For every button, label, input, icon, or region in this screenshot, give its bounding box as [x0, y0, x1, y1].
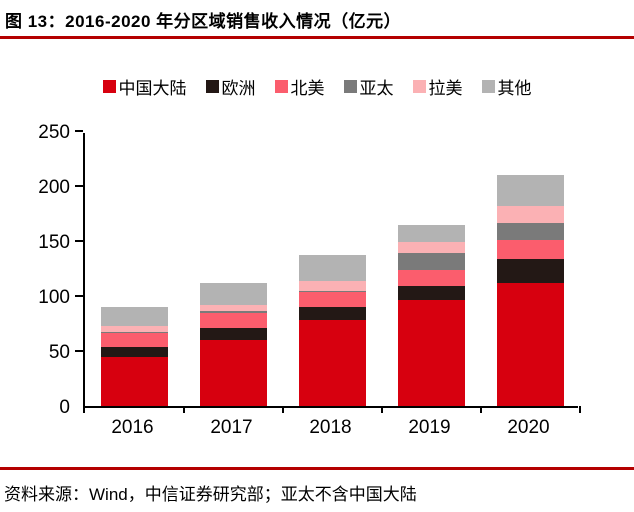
bar-segment-北美 [299, 291, 366, 308]
bar-segment-北美 [101, 333, 168, 347]
bar-segment-亚太 [497, 223, 564, 240]
chart-legend: 中国大陆 欧洲 北美 亚太 拉美 其他 [0, 74, 634, 99]
bar-2017 [200, 282, 267, 406]
x-axis-tick [282, 406, 284, 413]
bar-segment-其他 [398, 224, 465, 243]
source-note: 资料来源：Wind，中信证券研究部；亚太不含中国大陆 [4, 485, 417, 504]
bar-segment-北美 [497, 239, 564, 259]
legend-item-1: 欧洲 [205, 74, 256, 99]
bar-segment-拉美 [200, 304, 267, 312]
bar-segment-北美 [398, 269, 465, 287]
bar-segment-其他 [101, 307, 168, 326]
x-axis-tick [83, 406, 85, 413]
y-axis-tick-label: 250 [38, 122, 70, 143]
bar-segment-其他 [497, 175, 564, 206]
bar-segment-拉美 [398, 242, 465, 254]
legend-label: 其他 [497, 79, 532, 98]
y-axis-tick-label: 50 [48, 342, 70, 363]
bar-2016 [101, 307, 168, 406]
x-axis-tick [381, 406, 383, 413]
bar-segment-亚太 [101, 332, 168, 334]
footer-rule [0, 467, 634, 470]
bar-segment-欧洲 [497, 258, 564, 283]
y-axis-tick-label: 200 [38, 177, 70, 198]
y-axis-tick [75, 240, 83, 242]
x-axis-category-label: 2016 [111, 417, 154, 438]
legend-item-3: 亚太 [343, 74, 394, 99]
bar-segment-中国大陆 [101, 356, 168, 406]
y-axis-tick-label: 0 [59, 397, 70, 418]
legend-item-5: 其他 [481, 74, 532, 99]
bar-segment-亚太 [398, 253, 465, 270]
bar-segment-其他 [299, 255, 366, 281]
x-axis-category-label: 2017 [210, 417, 253, 438]
bar-segment-拉美 [299, 280, 366, 291]
x-axis-category-label: 2020 [507, 417, 550, 438]
bar-2019 [398, 224, 465, 406]
bar-segment-拉美 [101, 325, 168, 333]
bar-segment-中国大陆 [497, 282, 564, 406]
bar-segment-欧洲 [299, 307, 366, 321]
y-axis-tick [75, 295, 83, 297]
y-axis-tick-label: 100 [38, 287, 70, 308]
bar-segment-欧洲 [101, 346, 168, 357]
bar-segment-北美 [200, 312, 267, 328]
y-axis-tick [75, 350, 83, 352]
bar-segment-中国大陆 [299, 320, 366, 406]
y-axis-tick [75, 185, 83, 187]
title-rule [0, 36, 634, 39]
bar-2020 [497, 175, 564, 406]
bar-segment-欧洲 [398, 286, 465, 301]
y-axis-tick-label: 150 [38, 232, 70, 253]
legend-swatch-icon [102, 80, 116, 93]
legend-item-2: 北美 [274, 74, 325, 99]
bar-segment-其他 [200, 282, 267, 305]
legend-label: 欧洲 [221, 79, 256, 98]
legend-label: 拉美 [428, 79, 463, 98]
bar-segment-欧洲 [200, 327, 267, 340]
bar-segment-亚太 [299, 290, 366, 292]
legend-item-4: 拉美 [412, 74, 463, 99]
x-axis-tick [183, 406, 185, 413]
bar-segment-中国大陆 [200, 340, 267, 406]
legend-swatch-icon [343, 80, 357, 93]
legend-swatch-icon [412, 80, 426, 93]
bar-segment-亚太 [200, 311, 267, 313]
figure-title: 图 13：2016-2020 年分区域销售收入情况（亿元） [5, 12, 402, 31]
legend-label: 中国大陆 [118, 79, 187, 98]
bar-2018 [299, 255, 366, 406]
y-axis-tick [75, 130, 83, 132]
x-axis-tick [480, 406, 482, 413]
legend-swatch-icon [274, 80, 288, 93]
legend-label: 北美 [290, 79, 325, 98]
x-axis-category-label: 2018 [309, 417, 352, 438]
legend-swatch-icon [481, 80, 495, 93]
plot-area [75, 130, 581, 413]
bar-segment-中国大陆 [398, 300, 465, 406]
legend-swatch-icon [205, 80, 219, 93]
legend-item-0: 中国大陆 [102, 74, 187, 99]
x-axis-tick [579, 406, 581, 413]
legend-label: 亚太 [359, 79, 394, 98]
x-axis-category-label: 2019 [408, 417, 451, 438]
x-axis-labels: 2016 2017 2018 2019 2020 [83, 417, 578, 439]
bar-segment-拉美 [497, 205, 564, 224]
